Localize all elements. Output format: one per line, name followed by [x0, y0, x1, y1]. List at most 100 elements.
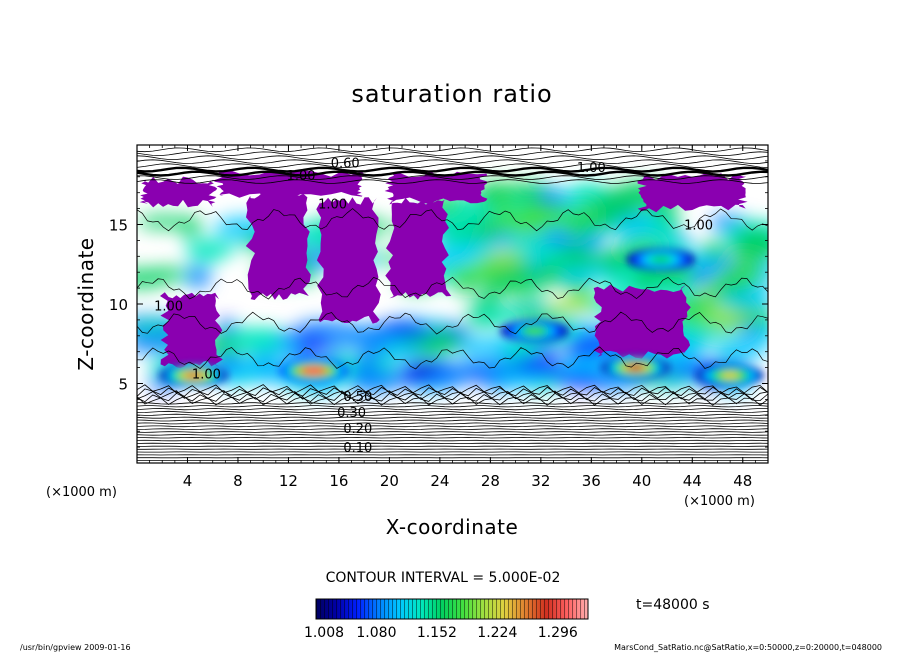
- contour-line: [137, 396, 768, 406]
- x-tick-label: 16: [329, 472, 348, 490]
- contour-label: 1.00: [577, 161, 606, 176]
- chart-title: saturation ratio: [351, 80, 552, 108]
- y-tick-label: 15: [109, 217, 128, 235]
- contour-line: [137, 410, 768, 414]
- saturated-region: [214, 169, 365, 200]
- contour-interval: CONTOUR INTERVAL = 5.000E-02: [326, 570, 561, 586]
- contour-line: [137, 311, 768, 335]
- contour-line: [137, 392, 768, 403]
- colorbar-tick-label: 1.224: [477, 625, 517, 641]
- contour-line: [137, 179, 768, 184]
- contour-lines: [137, 147, 768, 461]
- contour-line: [137, 416, 768, 419]
- field-blob: [469, 307, 527, 325]
- field-blob: [459, 244, 492, 256]
- colorbar-tick-label: 1.080: [356, 625, 396, 641]
- colorbar-tick-label: 1.296: [538, 625, 578, 641]
- contour-line: [137, 346, 768, 370]
- x-tick-label: 36: [582, 472, 601, 490]
- plot-area: 0.601.001.001.001.000.500.300.200.101.00…: [137, 145, 768, 463]
- contour-label: 1.00: [154, 299, 183, 314]
- contour-line: [137, 431, 768, 433]
- y-axis: 5 10 15: [109, 160, 768, 448]
- x-tick-label: 28: [481, 472, 500, 490]
- field-blob: [561, 246, 592, 257]
- x-tick-label: 44: [683, 472, 702, 490]
- field-blob: [572, 209, 595, 235]
- hot-spot: [525, 327, 544, 335]
- hot-spot: [721, 372, 740, 380]
- contour-line: [137, 155, 768, 161]
- saturated-region: [385, 197, 452, 300]
- field-blob: [701, 240, 727, 261]
- field-blob: [183, 238, 239, 257]
- hot-spot: [304, 367, 323, 375]
- field-blob: [516, 202, 572, 227]
- contour-label: 1.00: [318, 198, 347, 213]
- field-blob: [504, 236, 553, 256]
- x-axis-label: X-coordinate: [386, 515, 519, 539]
- x-tick-label: 24: [430, 472, 449, 490]
- contour-line: [137, 428, 768, 430]
- field-blob: [557, 265, 612, 280]
- field-blob: [137, 268, 168, 289]
- colorbar-tick-label: 1.152: [417, 625, 457, 641]
- contour-line: [137, 163, 768, 169]
- contour-line: [137, 208, 768, 232]
- field-blob: [438, 232, 472, 248]
- contour-line: [137, 413, 768, 416]
- contour-line: [137, 166, 768, 173]
- saturated-region: [245, 192, 311, 300]
- colorbar: 1.008 1.080 1.152 1.224 1.296: [304, 598, 589, 641]
- field-blob: [463, 263, 504, 281]
- contour-line: [137, 439, 768, 442]
- time-label: t=48000 s: [636, 597, 710, 613]
- hot-spots: [159, 248, 765, 387]
- field-blob: [706, 311, 746, 330]
- contour-line: [137, 151, 768, 157]
- y-tick-label: 5: [118, 376, 128, 394]
- contour-label: 0.20: [343, 422, 372, 437]
- field-blob: [588, 194, 638, 214]
- y-tick-label: 10: [109, 296, 128, 314]
- field-blob: [494, 373, 546, 389]
- contour-label: 0.10: [343, 441, 372, 456]
- contour-line: [137, 276, 768, 300]
- field-blob: [233, 358, 293, 383]
- contour-label: 1.00: [192, 368, 221, 383]
- x-axis: 4 8 12 16 20 24 28 32 36 40 44 48: [149, 145, 756, 490]
- hot-spot: [626, 364, 645, 372]
- contour-label: 0.60: [331, 156, 360, 171]
- x-tick-label: 4: [183, 472, 193, 490]
- contour-line: [137, 384, 768, 395]
- field-blob: [559, 357, 609, 374]
- field-blob: [490, 197, 519, 211]
- x-tick-label: 8: [233, 472, 243, 490]
- contour-line: [137, 442, 768, 445]
- hot-spot: [184, 372, 203, 380]
- x-tick-label: 48: [733, 472, 752, 490]
- x-unit-label-right: (×1000 m): [684, 494, 755, 509]
- contour-line: [137, 159, 768, 165]
- field-blob: [428, 364, 471, 388]
- field-blob: [699, 279, 750, 295]
- saturated-region: [316, 197, 381, 324]
- contour-line: [137, 405, 768, 408]
- field-blob: [746, 234, 768, 260]
- field-blob: [258, 328, 281, 351]
- footer-right: MarsCond_SatRatio.nc@SatRatio,x=0:50000,…: [614, 643, 882, 652]
- field-blob: [185, 264, 211, 289]
- saturated-regions: [139, 169, 748, 369]
- contour-labels: 0.601.001.001.001.000.500.300.200.101.00…: [154, 156, 713, 456]
- contour-label: 1.00: [287, 169, 316, 184]
- contour-line: [137, 425, 768, 428]
- contour-line: [137, 147, 768, 153]
- field-blob: [452, 336, 508, 356]
- field-blob: [455, 357, 517, 374]
- field-blob: [556, 252, 602, 269]
- contour-line: [137, 408, 768, 411]
- x-tick-label: 12: [279, 472, 298, 490]
- x-tick-label: 40: [632, 472, 651, 490]
- contour-line: [137, 390, 768, 401]
- saturated-region: [160, 292, 223, 369]
